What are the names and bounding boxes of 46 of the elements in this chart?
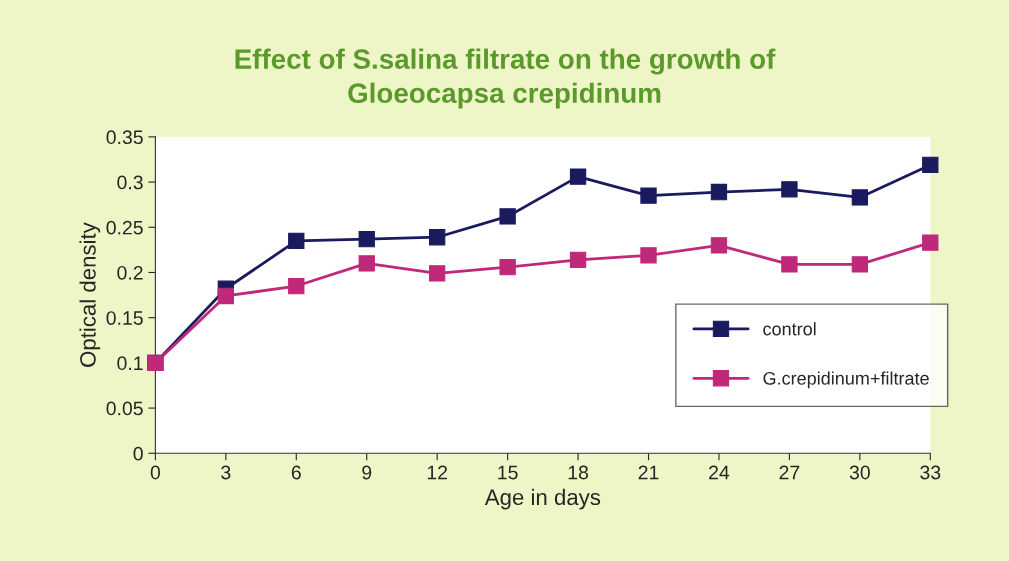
point (499, 208, 516, 225)
x-tick-label: 33 (920, 465, 941, 480)
x-tick-label: 24 (709, 465, 730, 480)
x-tick-label: 21 (638, 465, 659, 480)
x-tick-label: 0 (150, 465, 161, 480)
y-tick-label: 0.2 (117, 265, 143, 280)
x-tick-label: 12 (427, 465, 448, 480)
point (640, 247, 657, 264)
legend-label: G.crepidinum+filtrate (763, 371, 929, 389)
point (851, 256, 869, 273)
x-tick-label: 27 (779, 465, 800, 480)
x-tick-label: 9 (362, 465, 372, 480)
point (429, 265, 446, 282)
x-tick-label: 18 (568, 465, 589, 480)
y-tick-label: 0 (133, 446, 143, 461)
x-axis-title: Age in days (484, 488, 601, 510)
x-tick-label: 15 (498, 465, 518, 480)
point (640, 187, 657, 204)
y-tick-label: 0.1 (117, 356, 143, 371)
y-tick-label: 0.25 (106, 220, 143, 235)
point (499, 258, 516, 276)
point (288, 232, 305, 249)
point (569, 168, 587, 185)
point (358, 255, 375, 272)
point (288, 277, 305, 295)
point (569, 251, 587, 268)
legend-label: control (763, 322, 816, 336)
y-tick-label: 0.15 (106, 311, 143, 325)
point (922, 234, 939, 251)
point (358, 230, 375, 248)
point (781, 256, 798, 273)
y-axis-title: Optical density (79, 222, 101, 367)
x-tick-label: 6 (291, 465, 301, 480)
point (710, 183, 728, 201)
y-tick-label: 0.35 (106, 130, 143, 145)
point (851, 189, 869, 206)
y-tick-label: 0.05 (106, 401, 143, 416)
point (922, 156, 939, 174)
x-tick-label: 3 (221, 465, 231, 480)
y-tick-label: 0.3 (117, 175, 143, 190)
point (429, 229, 446, 246)
point (710, 237, 728, 254)
point (781, 181, 798, 198)
point (217, 287, 234, 305)
chart-title: Effect of S.salina filtrate on the growth of Gloeocapsa crepidinum (235, 48, 776, 109)
x-tick-label: 30 (849, 465, 870, 480)
